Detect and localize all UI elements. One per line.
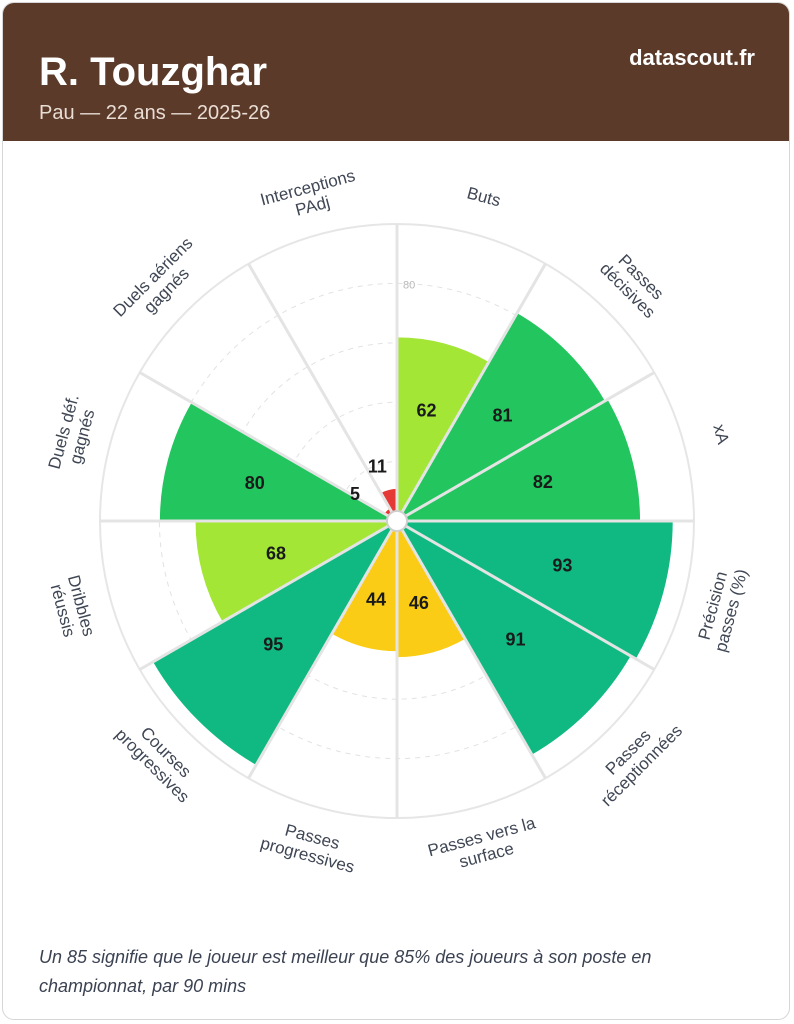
player-subtitle: Pau — 22 ans — 2025-26 [39, 102, 271, 124]
radar-wedge [395, 311, 607, 523]
value-label: 68 [266, 543, 286, 563]
value-label: 80 [245, 473, 265, 493]
value-label: 11 [368, 456, 387, 476]
value-label: 82 [533, 472, 553, 492]
category-label-line: Buts [465, 183, 503, 210]
category-label: Précisionpasses (%) [693, 562, 752, 654]
value-label: 44 [366, 589, 386, 609]
wedge-separator [395, 263, 547, 522]
value-label: 62 [417, 401, 437, 421]
center-hub [386, 510, 408, 532]
category-label: Passesréceptionnées [584, 708, 686, 810]
value-label: 95 [263, 635, 283, 655]
wedge-separator [396, 371, 655, 523]
category-label: InterceptionsPAdj [258, 166, 362, 228]
radar-wedge [395, 519, 632, 756]
header: R. Touzghar Pau — 22 ans — 2025-26 datas… [3, 3, 789, 141]
radar-wedge [158, 401, 399, 522]
value-label: 81 [492, 406, 512, 426]
category-label: Coursesprogressives [112, 711, 207, 806]
value-label: 91 [505, 629, 525, 649]
wedge-separator [395, 520, 547, 779]
footnote: Un 85 signifie que le joueur est meilleu… [39, 947, 652, 996]
category-label: Passes vers lasurface [426, 813, 543, 878]
wedge-separator [396, 519, 655, 671]
radar-wedge [194, 520, 399, 623]
value-label: 93 [552, 555, 572, 575]
gridline-label: 80 [403, 279, 415, 291]
player-name: R. Touzghar [39, 50, 268, 94]
brand-logo: datascout.fr [629, 45, 755, 70]
category-label: Passesprogressives [258, 815, 361, 877]
wedge-separator [139, 371, 398, 523]
category-label: xA [709, 422, 733, 447]
category-label-line: xA [709, 422, 733, 447]
radar-wedge [151, 519, 399, 767]
radar-wedge [396, 336, 490, 523]
radar-wedge [395, 520, 674, 660]
wedge-separator [247, 520, 399, 779]
category-label: Buts [465, 183, 503, 210]
category-label: Duels aériensgagnés [110, 234, 210, 334]
value-label: 5 [350, 484, 360, 504]
radar-wedge [395, 398, 642, 522]
value-label: 46 [409, 593, 429, 613]
category-label: Duels déf.gagnés [45, 392, 102, 476]
wedge-separator [247, 263, 399, 522]
category-label: Dribblesréussis [46, 573, 99, 643]
wedge-separator [139, 519, 398, 671]
